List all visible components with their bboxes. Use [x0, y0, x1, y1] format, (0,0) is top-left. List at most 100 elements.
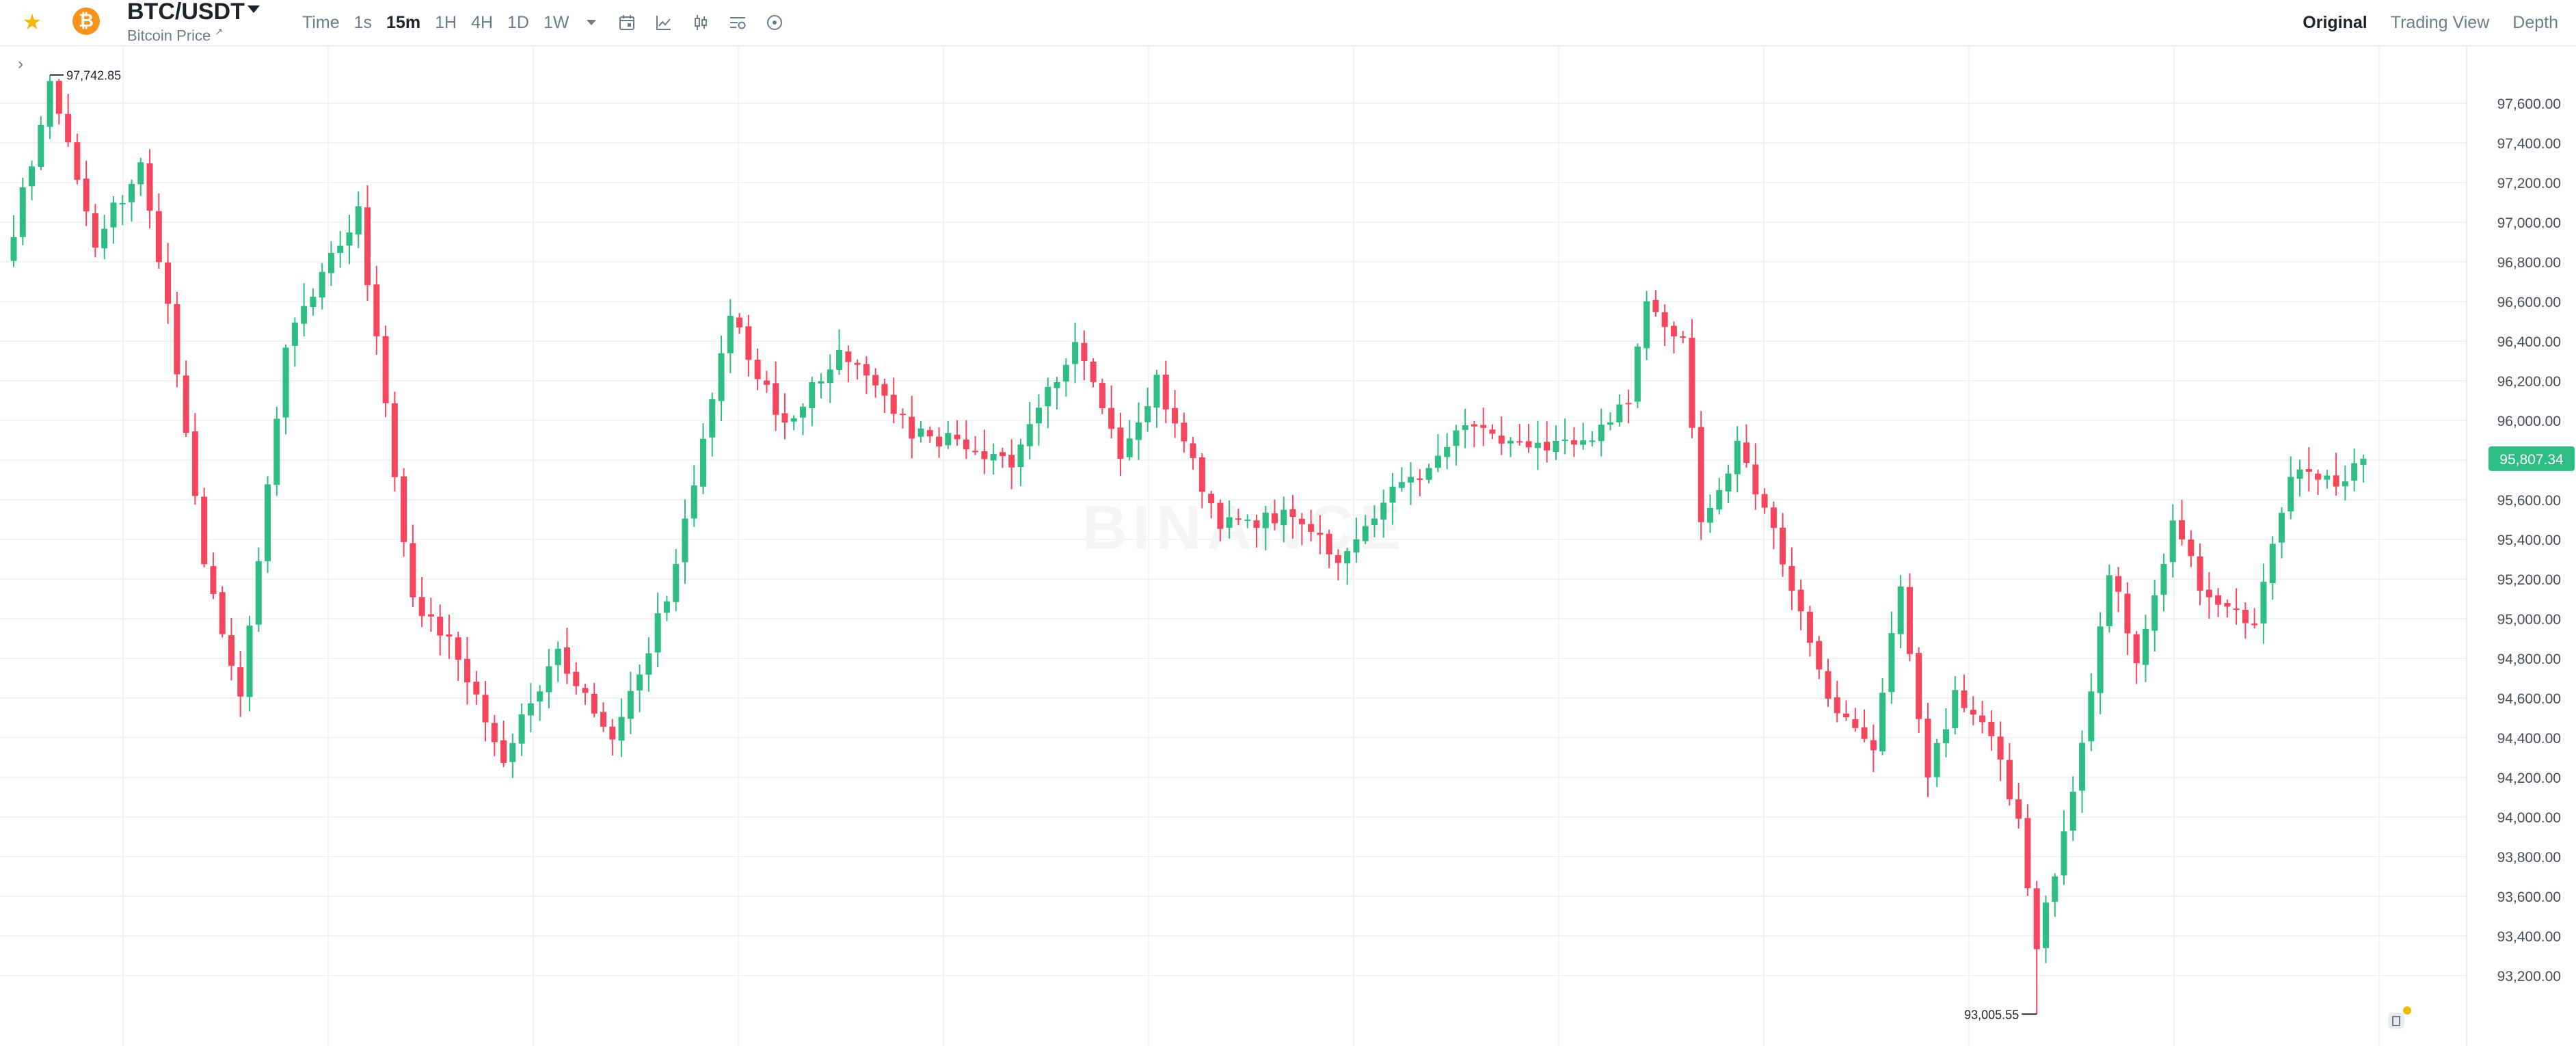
candle-body	[1761, 494, 1768, 508]
candle-body	[818, 381, 824, 384]
candle-body	[972, 451, 979, 453]
caret-down-icon[interactable]	[247, 5, 260, 13]
candle-body	[101, 228, 108, 249]
interval-4h[interactable]: 4H	[471, 13, 494, 32]
candle-body	[355, 206, 362, 234]
candle-body	[2061, 831, 2067, 876]
candlestick-icon[interactable]	[690, 12, 711, 33]
interval-more-chevron-icon[interactable]	[586, 20, 596, 25]
candle-body	[2315, 473, 2322, 480]
candle-body	[2142, 628, 2149, 665]
star-icon[interactable]: ★	[22, 10, 42, 34]
candle-body	[1598, 425, 1605, 442]
subtitle-link[interactable]: Bitcoin Price ↗	[127, 26, 223, 44]
line-chart-icon[interactable]	[654, 12, 674, 33]
candle-body	[491, 723, 498, 742]
candle-body	[1008, 455, 1015, 468]
candle-body	[845, 351, 852, 362]
candle-body	[1344, 551, 1351, 564]
symbol-selector[interactable]: BTC/USDT	[127, 0, 245, 25]
candle-body	[1062, 364, 1069, 382]
y-axis-tick-label: 93,400.00	[2497, 929, 2561, 945]
candle-body	[373, 284, 380, 336]
binance-watermark: BINANCE	[1082, 493, 1406, 563]
candle-body	[754, 360, 761, 379]
candle-body	[917, 428, 924, 437]
candle-body	[1706, 507, 1713, 523]
view-original[interactable]: Original	[2303, 13, 2367, 32]
candle-body	[2124, 593, 2131, 634]
scroll-to-latest-icon[interactable]	[2388, 1013, 2404, 1029]
candle-body	[2242, 609, 2249, 623]
candle-body	[881, 384, 888, 396]
candle-body	[609, 726, 616, 740]
candle-body	[790, 418, 797, 422]
candle-body	[1516, 441, 1523, 443]
candle-body	[2160, 563, 2167, 595]
candle-body	[1861, 727, 1868, 739]
candle-body	[1434, 455, 1441, 468]
candle-body	[1843, 713, 1850, 718]
candle-body	[709, 399, 716, 438]
candle-body	[1235, 518, 1242, 520]
candle-body	[1870, 740, 1877, 751]
candle-body	[382, 336, 389, 403]
candle-body	[1752, 464, 1759, 495]
candle-body	[1444, 446, 1451, 457]
candle-body	[1326, 533, 1332, 554]
candle-body	[773, 383, 779, 415]
candle-body	[418, 597, 425, 617]
candle-body	[2088, 691, 2095, 742]
candle-body	[1017, 444, 1024, 467]
candle-body	[310, 297, 317, 308]
candle-body	[1979, 715, 1986, 723]
candle-body	[945, 433, 952, 446]
y-axis-tick-label: 94,200.00	[2497, 770, 2561, 786]
candle-body	[1162, 375, 1169, 410]
candle-body	[2233, 608, 2240, 611]
candle-body	[854, 362, 861, 365]
add-icon[interactable]	[764, 12, 785, 33]
candle-body	[1544, 442, 1551, 451]
candle-body	[863, 364, 870, 376]
y-axis-tick-label: 95,600.00	[2497, 493, 2561, 509]
candle-body	[201, 496, 208, 565]
candle-body	[1099, 383, 1105, 409]
interval-1w[interactable]: 1W	[544, 13, 569, 32]
candle-body	[1172, 407, 1179, 424]
y-axis-tick-label: 97,400.00	[2497, 136, 2561, 152]
view-depth[interactable]: Depth	[2512, 13, 2558, 32]
interval-time[interactable]: Time	[302, 13, 340, 32]
collapse-chevron-icon[interactable]: ›	[18, 55, 23, 73]
candle-body	[291, 322, 298, 346]
y-axis-tick-label: 96,600.00	[2497, 295, 2561, 310]
candle-body	[319, 271, 325, 298]
candle-body	[1126, 438, 1133, 457]
candle-body	[1897, 586, 1904, 634]
candle-body	[1607, 422, 1614, 425]
candle-body	[1716, 490, 1723, 510]
candle-body	[1570, 440, 1577, 445]
candle-body	[391, 403, 398, 477]
view-trading-view[interactable]: Trading View	[2390, 13, 2490, 32]
y-axis-tick-label: 93,800.00	[2497, 850, 2561, 866]
external-link-icon: ↗	[215, 26, 224, 37]
candle-body	[2260, 581, 2267, 624]
candle-body	[155, 211, 162, 263]
candlestick-chart[interactable]: 97,600.00 97,400.00 97,200.00 97,000.00 96,8…	[0, 46, 2576, 1046]
interval-1s[interactable]: 1s	[353, 13, 373, 32]
interval-15m[interactable]: 15m	[386, 13, 421, 32]
indicator-settings-icon[interactable]	[727, 12, 748, 33]
interval-1h[interactable]: 1H	[435, 13, 457, 32]
candle-body	[2342, 481, 2348, 487]
candle-body	[1308, 524, 1315, 532]
candle-body	[2188, 539, 2195, 556]
candle-body	[327, 252, 334, 273]
candle-body	[273, 418, 280, 485]
calendar-icon[interactable]	[617, 12, 637, 33]
y-axis-tick-label: 97,600.00	[2497, 96, 2561, 112]
candle-body	[509, 742, 516, 762]
candle-body	[146, 163, 153, 211]
interval-1d[interactable]: 1D	[507, 13, 529, 32]
